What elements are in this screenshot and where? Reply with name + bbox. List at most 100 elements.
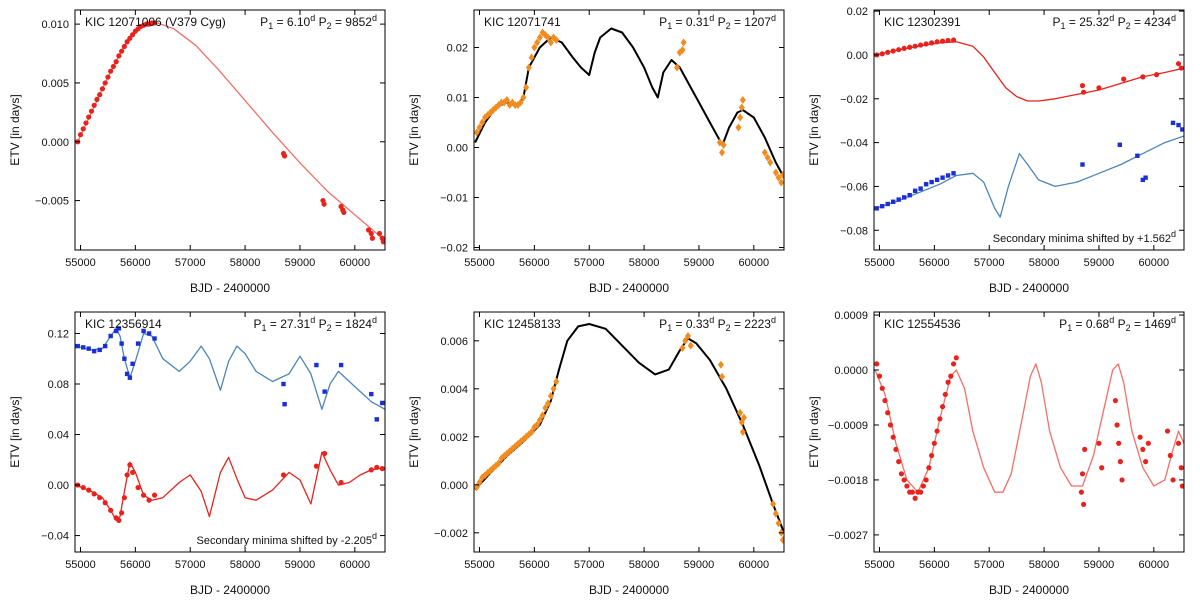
- period-label: P1 = 0.68d P2 = 1469d: [1059, 315, 1176, 333]
- period-label-part: = 0.31: [672, 15, 709, 29]
- data-point: [479, 118, 486, 127]
- period-label-part: 1: [1061, 21, 1066, 31]
- data-point: [365, 227, 372, 233]
- period-label-part: d: [1171, 13, 1176, 23]
- period-label-part: P: [714, 15, 725, 29]
- period-label: P1 = 0.33d P2 = 2223d: [659, 315, 776, 333]
- data-point: [904, 483, 910, 489]
- panel-4: 55000 56000 57000 58000 59000 60000 −0.04 0.00 0…: [8, 311, 386, 597]
- x-axis-label: BJD - 2400000: [989, 281, 1069, 295]
- data-point: [119, 341, 124, 346]
- plot-area: [75, 20, 385, 245]
- x-tick-label: 59000: [684, 559, 715, 571]
- data-point: [1179, 483, 1184, 489]
- data-point: [874, 361, 880, 367]
- y-tick-label: −0.0009: [828, 420, 868, 432]
- x-tick-label: 56000: [120, 559, 151, 571]
- data-point: [376, 230, 383, 237]
- data-point: [778, 178, 784, 187]
- period-label-part: 2: [1126, 323, 1131, 333]
- data-point: [909, 489, 916, 495]
- data-point: [94, 96, 100, 103]
- data-point: [81, 345, 86, 350]
- data-point: [912, 495, 918, 501]
- x-tick-label: 59000: [285, 559, 316, 571]
- x-tick-label: 59000: [1084, 559, 1115, 571]
- data-point: [151, 20, 158, 26]
- shift-note-text: Secondary minima shifted by +1.562: [993, 233, 1171, 245]
- period-label-part: = 0.68: [1072, 317, 1109, 331]
- series-line-model: [474, 27, 784, 178]
- data-point: [934, 428, 940, 434]
- series-line-primary-model: [75, 451, 385, 522]
- data-point: [1140, 177, 1146, 183]
- data-point: [86, 487, 92, 493]
- data-point: [739, 428, 746, 436]
- data-point: [945, 37, 951, 44]
- data-point: [761, 148, 768, 157]
- y-tick-label: 0.04: [48, 430, 69, 442]
- x-tick-label: 60000: [739, 257, 770, 269]
- y-tick-label: 0.005: [41, 78, 69, 90]
- data-point: [923, 182, 929, 187]
- plot-area: [474, 27, 784, 187]
- data-point: [679, 344, 686, 352]
- period-label-part: d: [1109, 13, 1114, 23]
- data-point: [923, 41, 929, 47]
- plot-frame: [74, 311, 386, 553]
- period-label: P1 = 0.31d P2 = 1207d: [659, 13, 776, 31]
- data-point: [896, 47, 902, 53]
- data-point: [116, 517, 122, 524]
- data-point: [282, 402, 287, 407]
- data-point: [934, 177, 940, 183]
- data-point: [116, 53, 122, 59]
- series-points-primary-minima: [75, 20, 385, 245]
- x-tick-label: 60000: [1139, 257, 1170, 269]
- data-point: [682, 336, 689, 345]
- data-point: [550, 384, 557, 393]
- x-tick-label: 59000: [1084, 257, 1115, 269]
- data-point: [1080, 162, 1085, 167]
- period-label-part: 1: [667, 21, 672, 31]
- y-tick-label: 0.02: [847, 6, 868, 18]
- plot-frame: [873, 311, 1185, 553]
- data-point: [950, 361, 957, 367]
- data-point: [918, 489, 924, 495]
- data-point: [1167, 452, 1173, 459]
- data-point: [945, 379, 951, 385]
- data-point: [1175, 61, 1182, 67]
- data-point: [124, 472, 130, 478]
- y-tick-label: 0.0000: [834, 365, 868, 377]
- x-tick-label: 60000: [340, 559, 371, 571]
- y-tick-label: 0.02: [447, 43, 468, 55]
- data-point: [281, 381, 286, 387]
- data-point: [110, 63, 117, 70]
- data-point: [1153, 72, 1160, 78]
- x-tick-label: 60000: [340, 257, 371, 269]
- data-point: [775, 519, 782, 528]
- x-tick-label: 55000: [65, 559, 96, 571]
- data-point: [1079, 83, 1086, 89]
- x-axis-label: BJD - 2400000: [190, 281, 270, 295]
- data-point: [937, 416, 943, 422]
- period-label-part: 2: [327, 21, 332, 31]
- data-point: [1099, 465, 1105, 471]
- data-point: [779, 536, 784, 544]
- data-point: [152, 336, 157, 341]
- plot-area: [874, 37, 1184, 218]
- data-point: [687, 341, 694, 350]
- period-label-part: 1: [1067, 323, 1072, 333]
- plot-area: [874, 355, 1184, 507]
- period-label: P1 = 25.32d P2 = 4234d: [1052, 13, 1176, 31]
- y-tick-label: −0.002: [434, 528, 468, 540]
- y-tick-label: 0.006: [440, 336, 468, 348]
- data-point: [948, 373, 954, 379]
- data-point: [108, 68, 114, 74]
- data-point: [86, 114, 92, 120]
- data-point: [1145, 440, 1151, 446]
- data-point: [338, 479, 344, 486]
- period-label-part: d: [372, 315, 377, 325]
- period-label-part: 1: [667, 323, 672, 333]
- x-tick-label: 55000: [65, 257, 96, 269]
